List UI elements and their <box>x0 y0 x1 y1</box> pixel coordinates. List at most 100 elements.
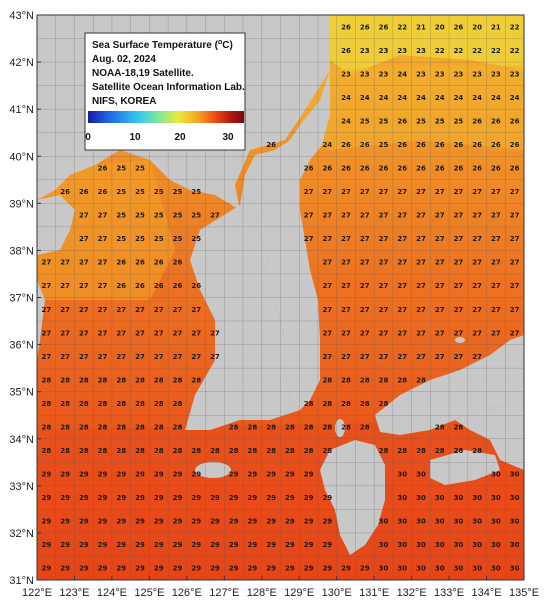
sst-cell-value: 27 <box>322 235 332 243</box>
sst-cell-value: 25 <box>116 188 126 196</box>
sst-cell-value: 27 <box>454 306 464 314</box>
sst-cell-value: 30 <box>379 565 389 573</box>
sst-cell-value: 30 <box>379 518 389 526</box>
sst-cell-value: 29 <box>285 565 295 573</box>
sst-cell-value: 28 <box>454 447 464 455</box>
latitude-tick-label: 39°N <box>9 198 34 210</box>
sst-cell-value: 28 <box>379 400 389 408</box>
sst-cell-value: 27 <box>510 259 520 267</box>
sst-cell-value: 27 <box>341 235 351 243</box>
sst-cell-value: 26 <box>416 141 426 149</box>
sst-cell-value: 27 <box>341 212 351 220</box>
legend-satellite: NOAA-18,19 Satellite. <box>92 68 194 79</box>
sst-cell-value: 23 <box>454 70 464 78</box>
sst-cell-value: 24 <box>397 94 407 102</box>
sst-cell-value: 30 <box>491 471 501 479</box>
sst-cell-value: 27 <box>173 353 183 361</box>
sst-cell-value: 28 <box>41 423 51 431</box>
sst-cell-value: 27 <box>397 235 407 243</box>
sst-cell-value: 29 <box>79 565 89 573</box>
sst-cell-value: 23 <box>360 47 370 55</box>
sst-cell-value: 27 <box>416 212 426 220</box>
sst-cell-value: 28 <box>435 423 445 431</box>
sst-cell-value: 29 <box>360 565 370 573</box>
sst-cell-value: 29 <box>266 494 276 502</box>
sst-cell-value: 30 <box>491 494 501 502</box>
sst-cell-value: 28 <box>360 376 370 384</box>
sst-cell-value: 28 <box>116 400 126 408</box>
sst-cell-value: 28 <box>285 423 295 431</box>
sst-cell-value: 26 <box>435 141 445 149</box>
sst-cell-value: 30 <box>397 565 407 573</box>
sst-cell-value: 26 <box>135 259 145 267</box>
sst-cell-value: 27 <box>472 282 482 290</box>
sst-cell-value: 27 <box>154 353 164 361</box>
latitude-tick-label: 33°N <box>9 481 34 493</box>
sst-cell-value: 28 <box>41 447 51 455</box>
sst-cell-value: 26 <box>154 259 164 267</box>
sst-cell-value: 29 <box>116 541 126 549</box>
sst-cell-value: 30 <box>435 494 445 502</box>
sst-cell-value: 27 <box>435 235 445 243</box>
sst-cell-value: 30 <box>454 494 464 502</box>
sst-cell-value: 29 <box>135 565 145 573</box>
legend-lab: Satellite Ocean Information Lab. <box>92 82 245 93</box>
korean-peninsula-land <box>240 70 330 410</box>
sst-cell-value: 24 <box>454 94 464 102</box>
sst-cell-value: 30 <box>454 565 464 573</box>
sst-cell-value: 28 <box>397 447 407 455</box>
sst-cell-value: 28 <box>173 423 183 431</box>
sst-cell-value: 27 <box>491 212 501 220</box>
sst-cell-value: 30 <box>435 541 445 549</box>
sst-cell-value: 22 <box>472 47 482 55</box>
sst-cell-value: 29 <box>285 541 295 549</box>
sst-cell-value: 29 <box>248 471 258 479</box>
sst-cell-value: 28 <box>304 423 314 431</box>
sst-cell-value: 29 <box>41 565 51 573</box>
sst-cell-value: 27 <box>416 235 426 243</box>
japan-shikoku-land <box>430 450 500 485</box>
sst-cell-value: 30 <box>416 565 426 573</box>
sst-cell-value: 26 <box>397 117 407 125</box>
latitude-tick-label: 36°N <box>9 340 34 352</box>
sst-cell-value: 26 <box>98 188 108 196</box>
longitude-tick-label: 123°E <box>59 587 89 599</box>
sst-cell-value: 26 <box>454 141 464 149</box>
sst-cell-value: 27 <box>341 188 351 196</box>
sst-cell-value: 26 <box>360 165 370 173</box>
sst-cell-value: 29 <box>41 471 51 479</box>
latitude-tick-label: 35°N <box>9 387 34 399</box>
sst-cell-value: 29 <box>173 541 183 549</box>
sst-cell-value: 30 <box>510 471 520 479</box>
sst-cell-value: 30 <box>510 518 520 526</box>
sst-cell-value: 27 <box>41 259 51 267</box>
sst-cell-value: 28 <box>135 400 145 408</box>
sst-cell-value: 27 <box>79 212 89 220</box>
sst-cell-value: 24 <box>360 94 370 102</box>
sst-cell-value: 27 <box>41 282 51 290</box>
colorbar-tick-0: 0 <box>85 132 91 143</box>
sst-cell-value: 27 <box>135 353 145 361</box>
sst-cell-value: 27 <box>210 329 220 337</box>
sst-cell-value: 27 <box>379 306 389 314</box>
sst-cell-value: 26 <box>360 23 370 31</box>
sst-cell-value: 29 <box>191 565 201 573</box>
sst-cell-value: 29 <box>116 518 126 526</box>
sst-cell-value: 27 <box>491 259 501 267</box>
sst-cell-value: 24 <box>435 94 445 102</box>
sst-cell-value: 29 <box>116 471 126 479</box>
sst-cell-value: 30 <box>510 494 520 502</box>
sst-cell-value: 27 <box>454 353 464 361</box>
sst-cell-value: 29 <box>79 494 89 502</box>
sst-cell-value: 29 <box>41 494 51 502</box>
sst-cell-value: 27 <box>397 282 407 290</box>
sst-cell-value: 24 <box>322 141 332 149</box>
sst-cell-value: 27 <box>491 235 501 243</box>
sst-cell-value: 27 <box>454 188 464 196</box>
sst-cell-value: 29 <box>60 541 70 549</box>
sst-cell-value: 30 <box>491 518 501 526</box>
sst-cell-value: 25 <box>135 188 145 196</box>
sst-cell-value: 27 <box>79 353 89 361</box>
sst-cell-value: 24 <box>491 94 501 102</box>
